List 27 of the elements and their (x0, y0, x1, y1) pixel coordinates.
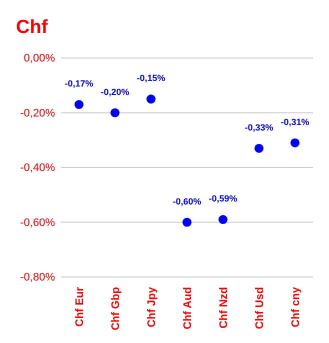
data-label: -0,17% (64, 78, 94, 89)
data-label: -0,59% (208, 194, 238, 204)
y-tick-label: -0,80% (20, 272, 56, 284)
point (254, 144, 264, 153)
data-label: -0,33% (244, 122, 274, 132)
x-tick-label: Chf Gbp (110, 286, 122, 330)
data-label: -0,15% (136, 73, 166, 84)
point (290, 138, 300, 148)
y-tick-label: -0,20% (20, 107, 56, 120)
y-tick-label: 0,00% (24, 52, 56, 65)
x-tick-label: Chf cny (290, 286, 302, 328)
x-tick-label: Chf Jpy (146, 286, 158, 328)
point (146, 94, 156, 104)
data-label: -0,31% (280, 116, 310, 127)
data-label: -0,20% (100, 86, 130, 97)
chart-title: Chf (16, 17, 48, 38)
x-tick-label: Chf Nzd (218, 287, 230, 329)
y-tick-label: -0,40% (20, 162, 56, 174)
y-tick-label: -0,60% (20, 216, 56, 229)
point (218, 215, 228, 224)
point (182, 218, 192, 227)
data-label: -0,60% (172, 196, 202, 206)
point (110, 108, 120, 118)
point (74, 100, 84, 110)
x-tick-label: Chf Eur (74, 286, 86, 327)
x-tick-label: Chf Usd (254, 287, 266, 330)
x-tick-label: Chf Aud (182, 287, 194, 330)
